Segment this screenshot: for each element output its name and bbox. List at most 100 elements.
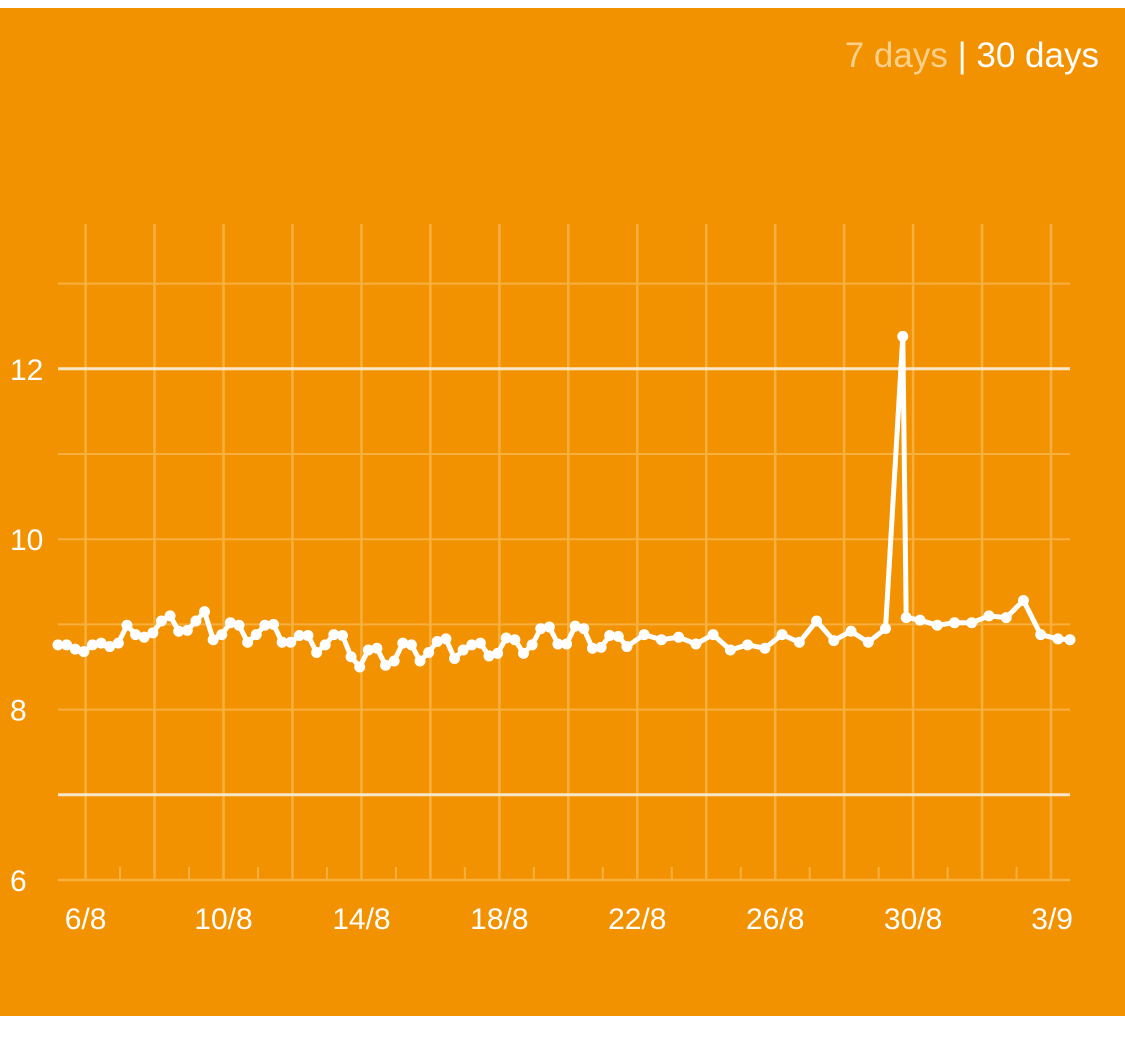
data-point: [526, 639, 538, 651]
data-point: [535, 623, 547, 635]
data-point: [276, 636, 288, 648]
series-line: [55, 333, 1073, 670]
data-point: [552, 638, 564, 650]
range-separator: |: [957, 36, 967, 75]
data-point: [86, 639, 98, 651]
data-point: [604, 629, 616, 641]
data-point: [466, 639, 478, 651]
x-tick-label: 10/8: [194, 903, 252, 936]
data-point: [397, 637, 409, 649]
data-point: [61, 639, 73, 651]
data-point: [586, 642, 598, 654]
data-point: [336, 629, 348, 641]
data-point: [793, 636, 805, 648]
data-point: [52, 639, 64, 651]
data-point: [190, 615, 202, 627]
x-tick-label: 3/9: [1031, 903, 1073, 936]
data-point: [1064, 634, 1076, 646]
data-point: [328, 629, 340, 641]
data-point: [561, 638, 573, 650]
data-point: [285, 636, 297, 648]
data-point: [724, 644, 736, 656]
data-point: [95, 637, 107, 649]
data-point: [78, 646, 90, 658]
data-point: [233, 619, 245, 631]
y-tick-label: 12: [10, 354, 43, 387]
data-point: [173, 625, 185, 637]
data-point: [690, 638, 702, 650]
data-point: [931, 619, 943, 631]
vertical-grid: [84, 223, 1053, 880]
data-point: [147, 627, 159, 639]
data-point: [69, 643, 81, 655]
data-point: [380, 659, 392, 671]
y-tick-label: 6: [10, 865, 27, 898]
data-point: [914, 614, 926, 626]
data-point: [612, 630, 624, 642]
data-point: [595, 641, 607, 653]
data-point: [1000, 612, 1012, 624]
data-point: [405, 639, 417, 651]
data-point: [138, 631, 150, 643]
data-point: [121, 619, 133, 631]
data-point: [345, 651, 357, 663]
range-30-days-option[interactable]: 30 days: [976, 36, 1099, 75]
y-axis-ticks: 6 8 10 12: [10, 354, 43, 898]
data-point: [880, 623, 892, 635]
x-axis-ticks: 6/8 10/8 14/8 18/8 22/8 26/8 30/8 3/9: [65, 903, 1073, 936]
chart-panel: 7 days | 30 days: [0, 8, 1125, 1016]
data-point: [862, 636, 874, 648]
data-point: [311, 647, 323, 659]
y-tick-label: 8: [10, 695, 27, 728]
range-toggle: 7 days | 30 days: [845, 36, 1099, 76]
data-point: [845, 625, 857, 637]
series-layer: [52, 330, 1076, 673]
data-point: [354, 661, 366, 673]
range-7-days-option[interactable]: 7 days: [844, 36, 948, 75]
data-point: [319, 639, 331, 651]
data-point: [897, 330, 909, 342]
x-tick-label: 18/8: [470, 903, 528, 936]
data-point: [578, 623, 590, 635]
data-point: [621, 641, 633, 653]
data-point: [900, 612, 912, 624]
data-point: [371, 642, 383, 654]
data-point: [431, 635, 443, 647]
data-point: [268, 618, 280, 630]
data-point: [1035, 629, 1047, 641]
data-point: [517, 647, 529, 659]
target-lines: [58, 367, 1070, 797]
data-point: [130, 629, 142, 641]
data-point: [104, 641, 116, 653]
data-point: [474, 637, 486, 649]
data-point: [1052, 633, 1064, 645]
data-point: [742, 639, 754, 651]
data-point: [224, 617, 236, 629]
data-point: [199, 606, 211, 618]
data-point: [259, 619, 271, 631]
data-point: [362, 644, 374, 656]
data-point: [966, 617, 978, 629]
data-point: [164, 610, 176, 622]
data-point: [457, 644, 469, 656]
data-point: [811, 615, 823, 627]
data-point: [302, 629, 314, 641]
data-point: [638, 629, 650, 641]
data-point: [1017, 595, 1029, 607]
x-tick-label: 30/8: [884, 903, 942, 936]
data-point: [216, 629, 228, 641]
data-point: [242, 636, 254, 648]
data-point: [707, 629, 719, 641]
x-tick-label: 14/8: [332, 903, 390, 936]
data-point: [250, 629, 262, 641]
data-point: [828, 635, 840, 647]
x-tick-label: 26/8: [746, 903, 804, 936]
data-point: [983, 610, 995, 622]
x-tick-label: 6/8: [65, 903, 107, 936]
data-point: [388, 655, 400, 667]
data-point: [492, 647, 504, 659]
data-point: [543, 621, 555, 633]
y-tick-label: 10: [10, 524, 43, 557]
data-point: [207, 634, 219, 646]
data-point: [483, 650, 495, 662]
